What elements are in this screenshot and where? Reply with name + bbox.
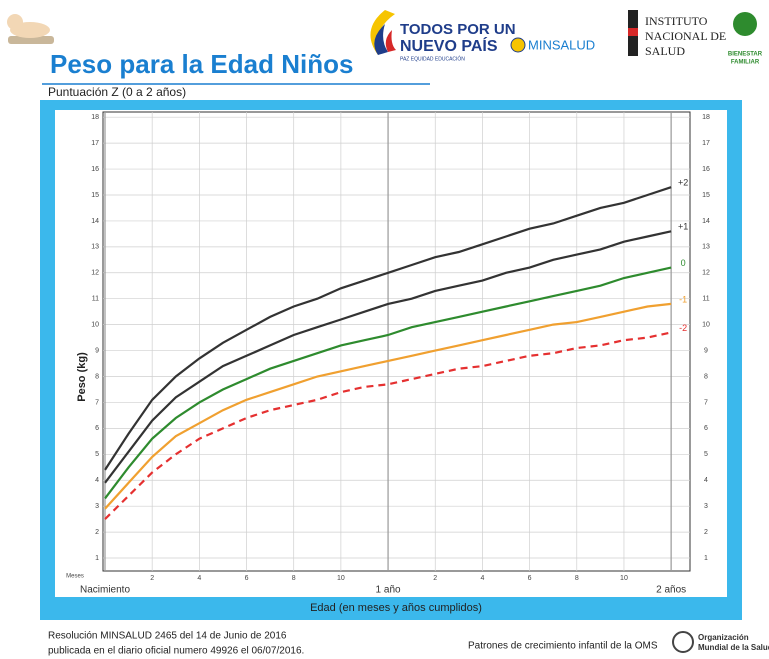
curve-label: +1 bbox=[678, 222, 688, 232]
plot-area bbox=[103, 112, 690, 571]
x-tick-label: 10 bbox=[620, 575, 628, 582]
x-unit-label: Meses bbox=[66, 574, 84, 580]
y-tick-label-right: 17 bbox=[702, 140, 710, 147]
y-tick-label: 18 bbox=[91, 114, 99, 121]
y-tick-label-right: 16 bbox=[702, 166, 710, 173]
logo-text: TODOS POR UN bbox=[400, 21, 516, 38]
ins-text: INSTITUTO bbox=[645, 14, 708, 28]
y-axis-title: Peso (kg) bbox=[76, 352, 88, 402]
y-tick-label: 12 bbox=[91, 270, 99, 277]
y-tick-label-right: 14 bbox=[702, 218, 710, 225]
y-tick-label-right: 1 bbox=[704, 555, 708, 562]
x-tick-label: 2 bbox=[150, 575, 154, 582]
ministry-name: MINSALUD bbox=[528, 37, 595, 52]
y-tick-label-right: 7 bbox=[704, 399, 708, 406]
x-tick-label: 8 bbox=[292, 575, 296, 582]
x-tick-label: 4 bbox=[480, 575, 484, 582]
icbf-text: BIENESTAR bbox=[728, 52, 763, 58]
curve-label: -1 bbox=[679, 294, 687, 304]
chart-subtitle: Puntuación Z (0 a 2 años) bbox=[48, 85, 186, 99]
y-tick-label: 3 bbox=[95, 503, 99, 510]
page: Peso para la Edad Niños Puntuación Z (0 … bbox=[0, 0, 769, 659]
chart-title: Peso para la Edad Niños bbox=[50, 49, 353, 79]
y-tick-label-right: 10 bbox=[702, 321, 710, 328]
y-tick-label: 2 bbox=[95, 529, 99, 536]
y-tick-label-right: 9 bbox=[704, 347, 708, 354]
logo-text: NUEVO PAÍS bbox=[400, 36, 498, 55]
x-tick-label: 2 años bbox=[656, 585, 686, 596]
y-tick-label: 5 bbox=[95, 451, 99, 458]
footer-org: Mundial de la Salud bbox=[698, 643, 769, 652]
footer-org: Organización bbox=[698, 633, 749, 642]
y-tick-label: 10 bbox=[91, 321, 99, 328]
x-tick-label: 6 bbox=[245, 575, 249, 582]
logo-tagline: PAZ EQUIDAD EDUCACIÓN bbox=[400, 55, 465, 62]
y-tick-label: 13 bbox=[91, 244, 99, 251]
y-tick-label-right: 3 bbox=[704, 503, 708, 510]
x-tick-label: 2 bbox=[433, 575, 437, 582]
y-tick-label-right: 5 bbox=[704, 451, 708, 458]
y-tick-label-right: 6 bbox=[704, 425, 708, 432]
y-tick-label-right: 4 bbox=[704, 477, 708, 484]
curve-label: -2 bbox=[679, 323, 687, 333]
minsalud-logo: MINSALUD bbox=[511, 37, 595, 52]
who-emblem bbox=[673, 632, 693, 652]
curve-label: 0 bbox=[681, 258, 686, 268]
icbf-text: FAMILIAR bbox=[731, 60, 760, 66]
footer-source: Patrones de crecimiento infantil de la O… bbox=[468, 641, 658, 652]
x-tick-label: 1 año bbox=[376, 585, 401, 596]
x-tick-label: Nacimiento bbox=[80, 585, 130, 596]
gov-logo: TODOS POR UN NUEVO PAÍS PAZ EQUIDAD EDUC… bbox=[370, 10, 515, 62]
ins-text: NACIONAL DE bbox=[645, 29, 726, 43]
y-tick-label: 9 bbox=[95, 347, 99, 354]
ins-logo: INSTITUTO NACIONAL DE SALUD bbox=[628, 10, 726, 58]
baby-icon bbox=[7, 14, 54, 44]
y-tick-label-right: 8 bbox=[704, 373, 708, 380]
ins-text: SALUD bbox=[645, 44, 685, 58]
x-tick-label: 10 bbox=[337, 575, 345, 582]
y-tick-label: 14 bbox=[91, 218, 99, 225]
y-tick-label: 11 bbox=[92, 296, 99, 303]
y-tick-label-right: 15 bbox=[702, 192, 710, 199]
y-tick-label-right: 12 bbox=[702, 270, 710, 277]
y-tick-label-right: 11 bbox=[702, 296, 709, 303]
y-tick-label: 6 bbox=[95, 425, 99, 432]
curve-label: +2 bbox=[678, 178, 688, 188]
x-tick-label: 8 bbox=[575, 575, 579, 582]
footer-text: publicada en el diario oficial numero 49… bbox=[48, 646, 304, 657]
y-tick-label-right: 2 bbox=[704, 529, 708, 536]
y-tick-label-right: 18 bbox=[702, 114, 710, 121]
y-tick-label: 17 bbox=[91, 140, 99, 147]
x-tick-label: 6 bbox=[528, 575, 532, 582]
y-tick-label: 4 bbox=[95, 477, 99, 484]
y-tick-label: 7 bbox=[95, 399, 99, 406]
icbf-logo: BIENESTAR FAMILIAR bbox=[728, 12, 763, 66]
y-tick-label: 16 bbox=[91, 166, 99, 173]
y-tick-label: 8 bbox=[95, 373, 99, 380]
y-tick-label: 1 bbox=[95, 555, 99, 562]
y-tick-label: 15 bbox=[91, 192, 99, 199]
y-tick-label-right: 13 bbox=[702, 244, 710, 251]
x-axis-title: Edad (en meses y años cumplidos) bbox=[310, 602, 482, 614]
x-tick-label: 4 bbox=[197, 575, 201, 582]
footer-text: Resolución MINSALUD 2465 del 14 de Junio… bbox=[48, 631, 287, 642]
